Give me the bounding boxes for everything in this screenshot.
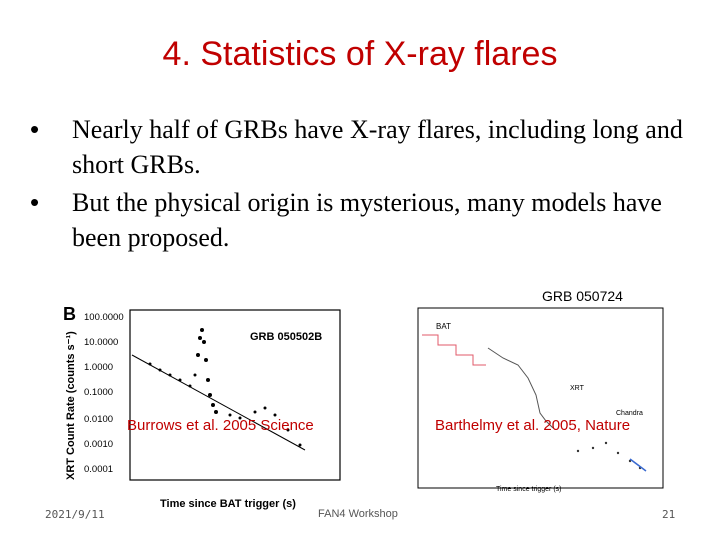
bullet-dot: • xyxy=(30,114,40,144)
left-plot-frame xyxy=(129,309,341,481)
right-figure-grb-label: GRB 050724 xyxy=(542,288,623,304)
left-fit-line xyxy=(131,354,306,451)
left-y-tick: 0.1000 xyxy=(84,387,113,398)
footer-page-number: 21 xyxy=(662,508,676,521)
bullet-dot: • xyxy=(30,187,40,217)
right-plot-frame xyxy=(417,307,664,489)
left-y-tick: 0.0010 xyxy=(84,439,113,450)
bullet-item: • But the physical origin is mysterious, … xyxy=(30,185,690,255)
footer-date: 2021/9/11 xyxy=(45,508,105,521)
left-y-tick: 0.0001 xyxy=(84,464,113,475)
right-chandra-label: Chandra xyxy=(616,410,643,417)
left-figure-panel-letter: B xyxy=(63,304,76,324)
left-y-tick: 1.0000 xyxy=(84,362,113,373)
right-xrt-curve xyxy=(487,347,554,429)
slide-title: 4. Statistics of X-ray flares xyxy=(162,35,558,73)
left-figure-y-axis-label: XRT Count Rate (counts s⁻¹) xyxy=(65,331,77,480)
bullet-text: Nearly half of GRBs have X-ray flares, i… xyxy=(72,115,683,179)
left-data-points xyxy=(148,328,302,447)
left-figure-grb-label: GRB 050502B xyxy=(250,331,322,343)
right-bat-curve xyxy=(422,334,486,366)
left-figure-caption: Burrows et al. 2005 Science xyxy=(127,417,314,434)
right-figure-caption: Barthelmy et al. 2005, Nature xyxy=(435,417,631,434)
footer-event: FAN4 Workshop xyxy=(318,508,398,520)
right-bat-label: BAT xyxy=(436,322,451,331)
right-late-points xyxy=(576,441,642,470)
bullet-list: • Nearly half of GRBs have X-ray flares, … xyxy=(30,112,690,258)
right-figure: BAT XRT Chandra Time since trigger (s) xyxy=(417,307,664,493)
bullet-item: • Nearly half of GRBs have X-ray flares, … xyxy=(30,112,690,182)
left-figure-x-axis-label: Time since BAT trigger (s) xyxy=(160,498,296,510)
left-y-ticks: 100.0000 10.0000 1.0000 0.1000 0.0100 0.… xyxy=(84,312,124,475)
left-y-tick: 0.0100 xyxy=(84,414,113,425)
left-y-tick: 10.0000 xyxy=(84,337,118,348)
right-chandra-curve xyxy=(629,458,647,472)
right-xrt-label: XRT xyxy=(570,385,585,392)
right-figure-x-axis-label: Time since trigger (s) xyxy=(496,486,561,493)
left-y-tick: 100.0000 xyxy=(84,312,124,323)
left-figure: B XRT Count Rate (counts s⁻¹) 100.0000 1… xyxy=(63,304,341,510)
bullet-text: But the physical origin is mysterious, m… xyxy=(72,188,662,252)
